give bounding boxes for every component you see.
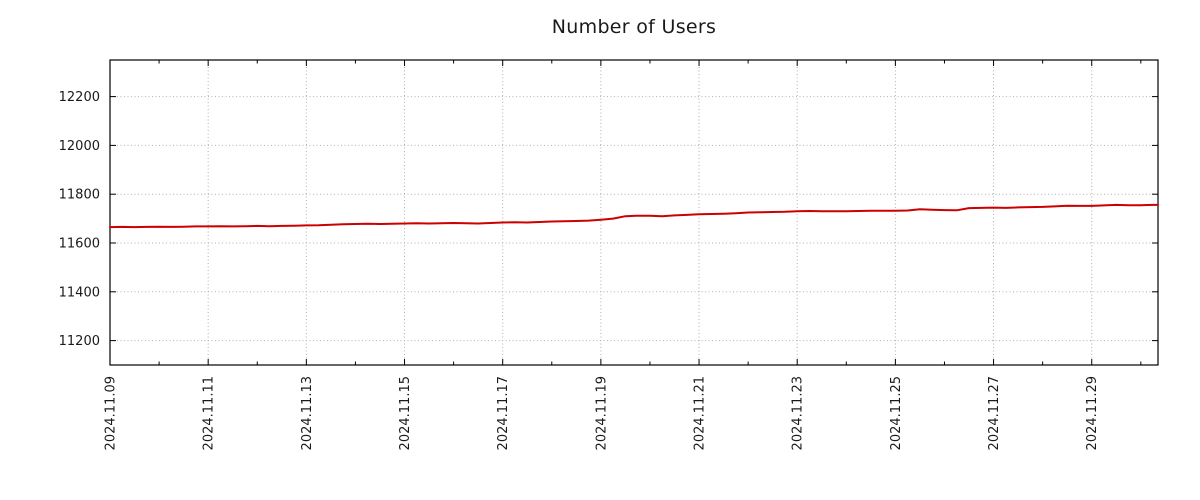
y-tick-label: 11400: [59, 285, 100, 300]
y-tick-label: 11200: [59, 334, 100, 349]
y-tick-label: 12000: [59, 139, 100, 154]
x-tick-label: 2024.11.27: [987, 376, 1002, 450]
y-tick-label: 12200: [59, 90, 100, 105]
y-tick-label: 11600: [59, 237, 100, 252]
y-tick-label: 11800: [59, 188, 100, 203]
x-tick-label: 2024.11.25: [889, 376, 904, 450]
x-tick-label: 2024.11.29: [1085, 376, 1100, 450]
x-tick-label: 2024.11.09: [104, 376, 119, 450]
plot-frame: [109, 59, 1159, 366]
chart-title: Number of Users: [551, 16, 717, 38]
x-tick-label: 2024.11.17: [496, 376, 511, 450]
x-tick-label: 2024.11.13: [300, 376, 315, 450]
x-tick-label: 2024.11.21: [693, 376, 708, 450]
series-line-users: [109, 203, 1159, 229]
x-tick-label: 2024.11.15: [398, 376, 413, 450]
x-tick-label: 2024.11.11: [202, 376, 217, 450]
x-tick-label: 2024.11.23: [791, 376, 806, 450]
x-tick-label: 2024.11.19: [594, 376, 609, 450]
